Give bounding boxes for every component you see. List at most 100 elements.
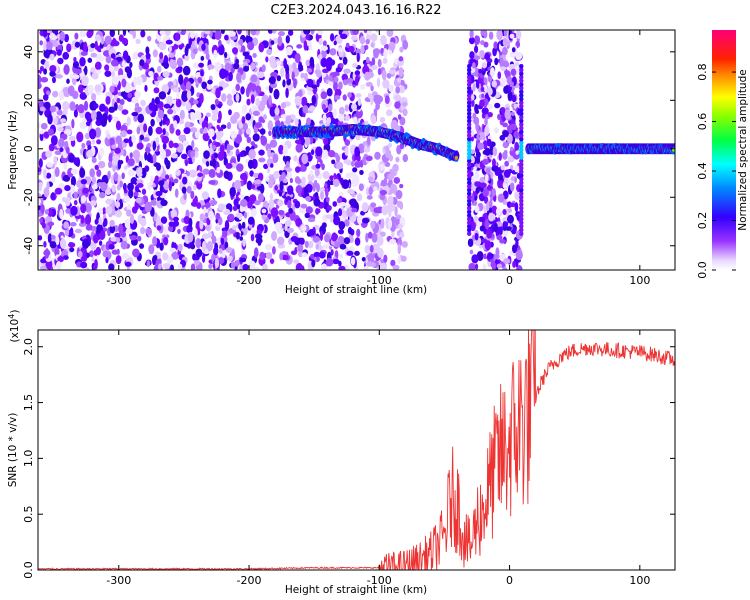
streak-cell xyxy=(466,100,472,106)
noise-speckle xyxy=(266,48,273,55)
noise-speckle xyxy=(192,184,197,191)
noise-speckle xyxy=(158,180,165,186)
noise-speckle xyxy=(370,64,378,71)
noise-speckle xyxy=(87,57,93,63)
noise-speckle xyxy=(80,203,87,214)
noise-speckle xyxy=(56,109,63,116)
noise-speckle xyxy=(345,172,354,179)
noise-speckle xyxy=(315,146,323,157)
noise-speckle xyxy=(44,248,50,259)
noise-speckle xyxy=(478,68,483,74)
noise-speckle xyxy=(399,232,405,238)
noise-speckle xyxy=(511,47,516,53)
streak-cell xyxy=(466,187,472,193)
noise-speckle xyxy=(342,94,347,101)
noise-speckle xyxy=(69,101,76,111)
noise-speckle xyxy=(498,152,502,161)
noise-speckle xyxy=(321,222,327,229)
noise-speckle xyxy=(218,248,223,255)
noise-speckle xyxy=(83,41,88,52)
noise-speckle xyxy=(59,208,64,220)
noise-speckle xyxy=(298,136,306,146)
noise-speckle xyxy=(208,210,215,221)
noise-speckle xyxy=(319,186,326,192)
noise-speckle xyxy=(311,84,318,89)
noise-speckle xyxy=(271,231,277,241)
noise-speckle xyxy=(268,94,272,106)
noise-speckle xyxy=(502,130,509,138)
noise-speckle xyxy=(40,122,48,130)
noise-speckle xyxy=(492,146,498,157)
snr-ylabel: SNR (10 * v/v) xyxy=(7,413,19,488)
noise-speckle xyxy=(67,242,76,248)
noise-speckle xyxy=(159,52,164,60)
noise-speckle xyxy=(97,56,106,62)
noise-speckle xyxy=(153,87,160,94)
noise-speckle xyxy=(338,253,344,259)
noise-speckle xyxy=(235,83,241,92)
noise-speckle xyxy=(294,118,299,126)
snr-xlabel: Height of straight line (km) xyxy=(285,584,427,596)
noise-speckle xyxy=(142,137,150,142)
noise-speckle xyxy=(258,42,265,53)
noise-speckle xyxy=(190,243,196,250)
streak-cell xyxy=(519,78,524,84)
noise-speckle xyxy=(399,46,404,53)
noise-speckle xyxy=(497,193,505,203)
noise-speckle xyxy=(64,33,70,43)
noise-speckle xyxy=(190,263,196,270)
snr-series-line xyxy=(38,330,675,570)
noise-speckle xyxy=(238,38,244,46)
noise-speckle xyxy=(245,30,251,36)
noise-speckle xyxy=(111,75,120,86)
noise-speckle xyxy=(481,107,489,115)
noise-speckle xyxy=(345,42,350,49)
streak-cell xyxy=(519,158,524,164)
streak-cell xyxy=(519,136,524,142)
noise-speckle xyxy=(141,188,147,195)
streak-cell xyxy=(466,223,472,229)
noise-speckle xyxy=(133,191,139,197)
noise-speckle xyxy=(475,121,480,132)
noise-speckle xyxy=(254,122,263,129)
noise-speckle xyxy=(181,153,188,160)
noise-speckle xyxy=(400,255,407,262)
noise-speckle xyxy=(297,243,304,253)
streak-cell xyxy=(466,162,472,167)
noise-speckle xyxy=(148,70,154,77)
noise-speckle xyxy=(82,187,90,194)
noise-speckle xyxy=(249,37,253,43)
noise-speckle xyxy=(234,179,242,190)
noise-speckle xyxy=(126,116,131,126)
noise-speckle xyxy=(513,131,519,139)
noise-speckle xyxy=(489,147,494,156)
noise-speckle xyxy=(173,43,179,50)
noise-speckle xyxy=(198,62,205,68)
noise-speckle xyxy=(163,61,170,69)
noise-speckle xyxy=(158,263,162,270)
noise-speckle xyxy=(333,40,337,46)
noise-speckle xyxy=(199,219,204,230)
colorbar: 0.0 0.2 0.4 0.6 0.8 Normalized spectral ampl… xyxy=(696,30,749,279)
noise-speckle xyxy=(396,237,403,247)
noise-speckle xyxy=(117,159,122,170)
noise-speckle xyxy=(201,43,206,51)
noise-speckle xyxy=(500,65,507,72)
noise-speckle xyxy=(91,184,98,190)
noise-speckle xyxy=(502,141,509,149)
noise-speckle xyxy=(398,56,404,62)
noise-speckle xyxy=(57,126,64,132)
noise-speckle xyxy=(195,238,202,249)
noise-speckle xyxy=(236,153,241,163)
noise-speckle xyxy=(47,113,53,125)
snr-ytick-label: 0.5 xyxy=(22,505,35,523)
noise-speckle xyxy=(58,138,65,148)
noise-speckle xyxy=(203,126,208,134)
noise-speckle xyxy=(147,35,152,42)
noise-speckle xyxy=(118,104,124,111)
noise-speckle xyxy=(39,40,43,46)
streak-cell xyxy=(519,202,524,207)
streak-cell xyxy=(466,111,472,117)
noise-speckle xyxy=(42,30,48,38)
noise-speckle xyxy=(376,235,384,246)
